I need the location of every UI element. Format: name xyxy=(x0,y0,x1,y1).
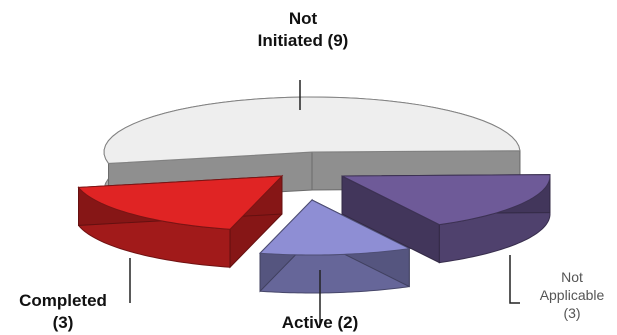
slice-not-initiated xyxy=(103,96,521,164)
slice-active xyxy=(258,199,411,256)
label-not-initiated: Not Initiated (9) xyxy=(257,9,349,50)
slice-not-applicable xyxy=(341,174,551,226)
leader-line-not-applicable xyxy=(509,255,520,304)
label-completed: Completed (3) xyxy=(19,291,107,332)
slice-completed xyxy=(77,175,284,230)
label-active: Active (2) xyxy=(281,313,359,332)
label-not-applicable: Not Applicable (3) xyxy=(539,269,605,321)
